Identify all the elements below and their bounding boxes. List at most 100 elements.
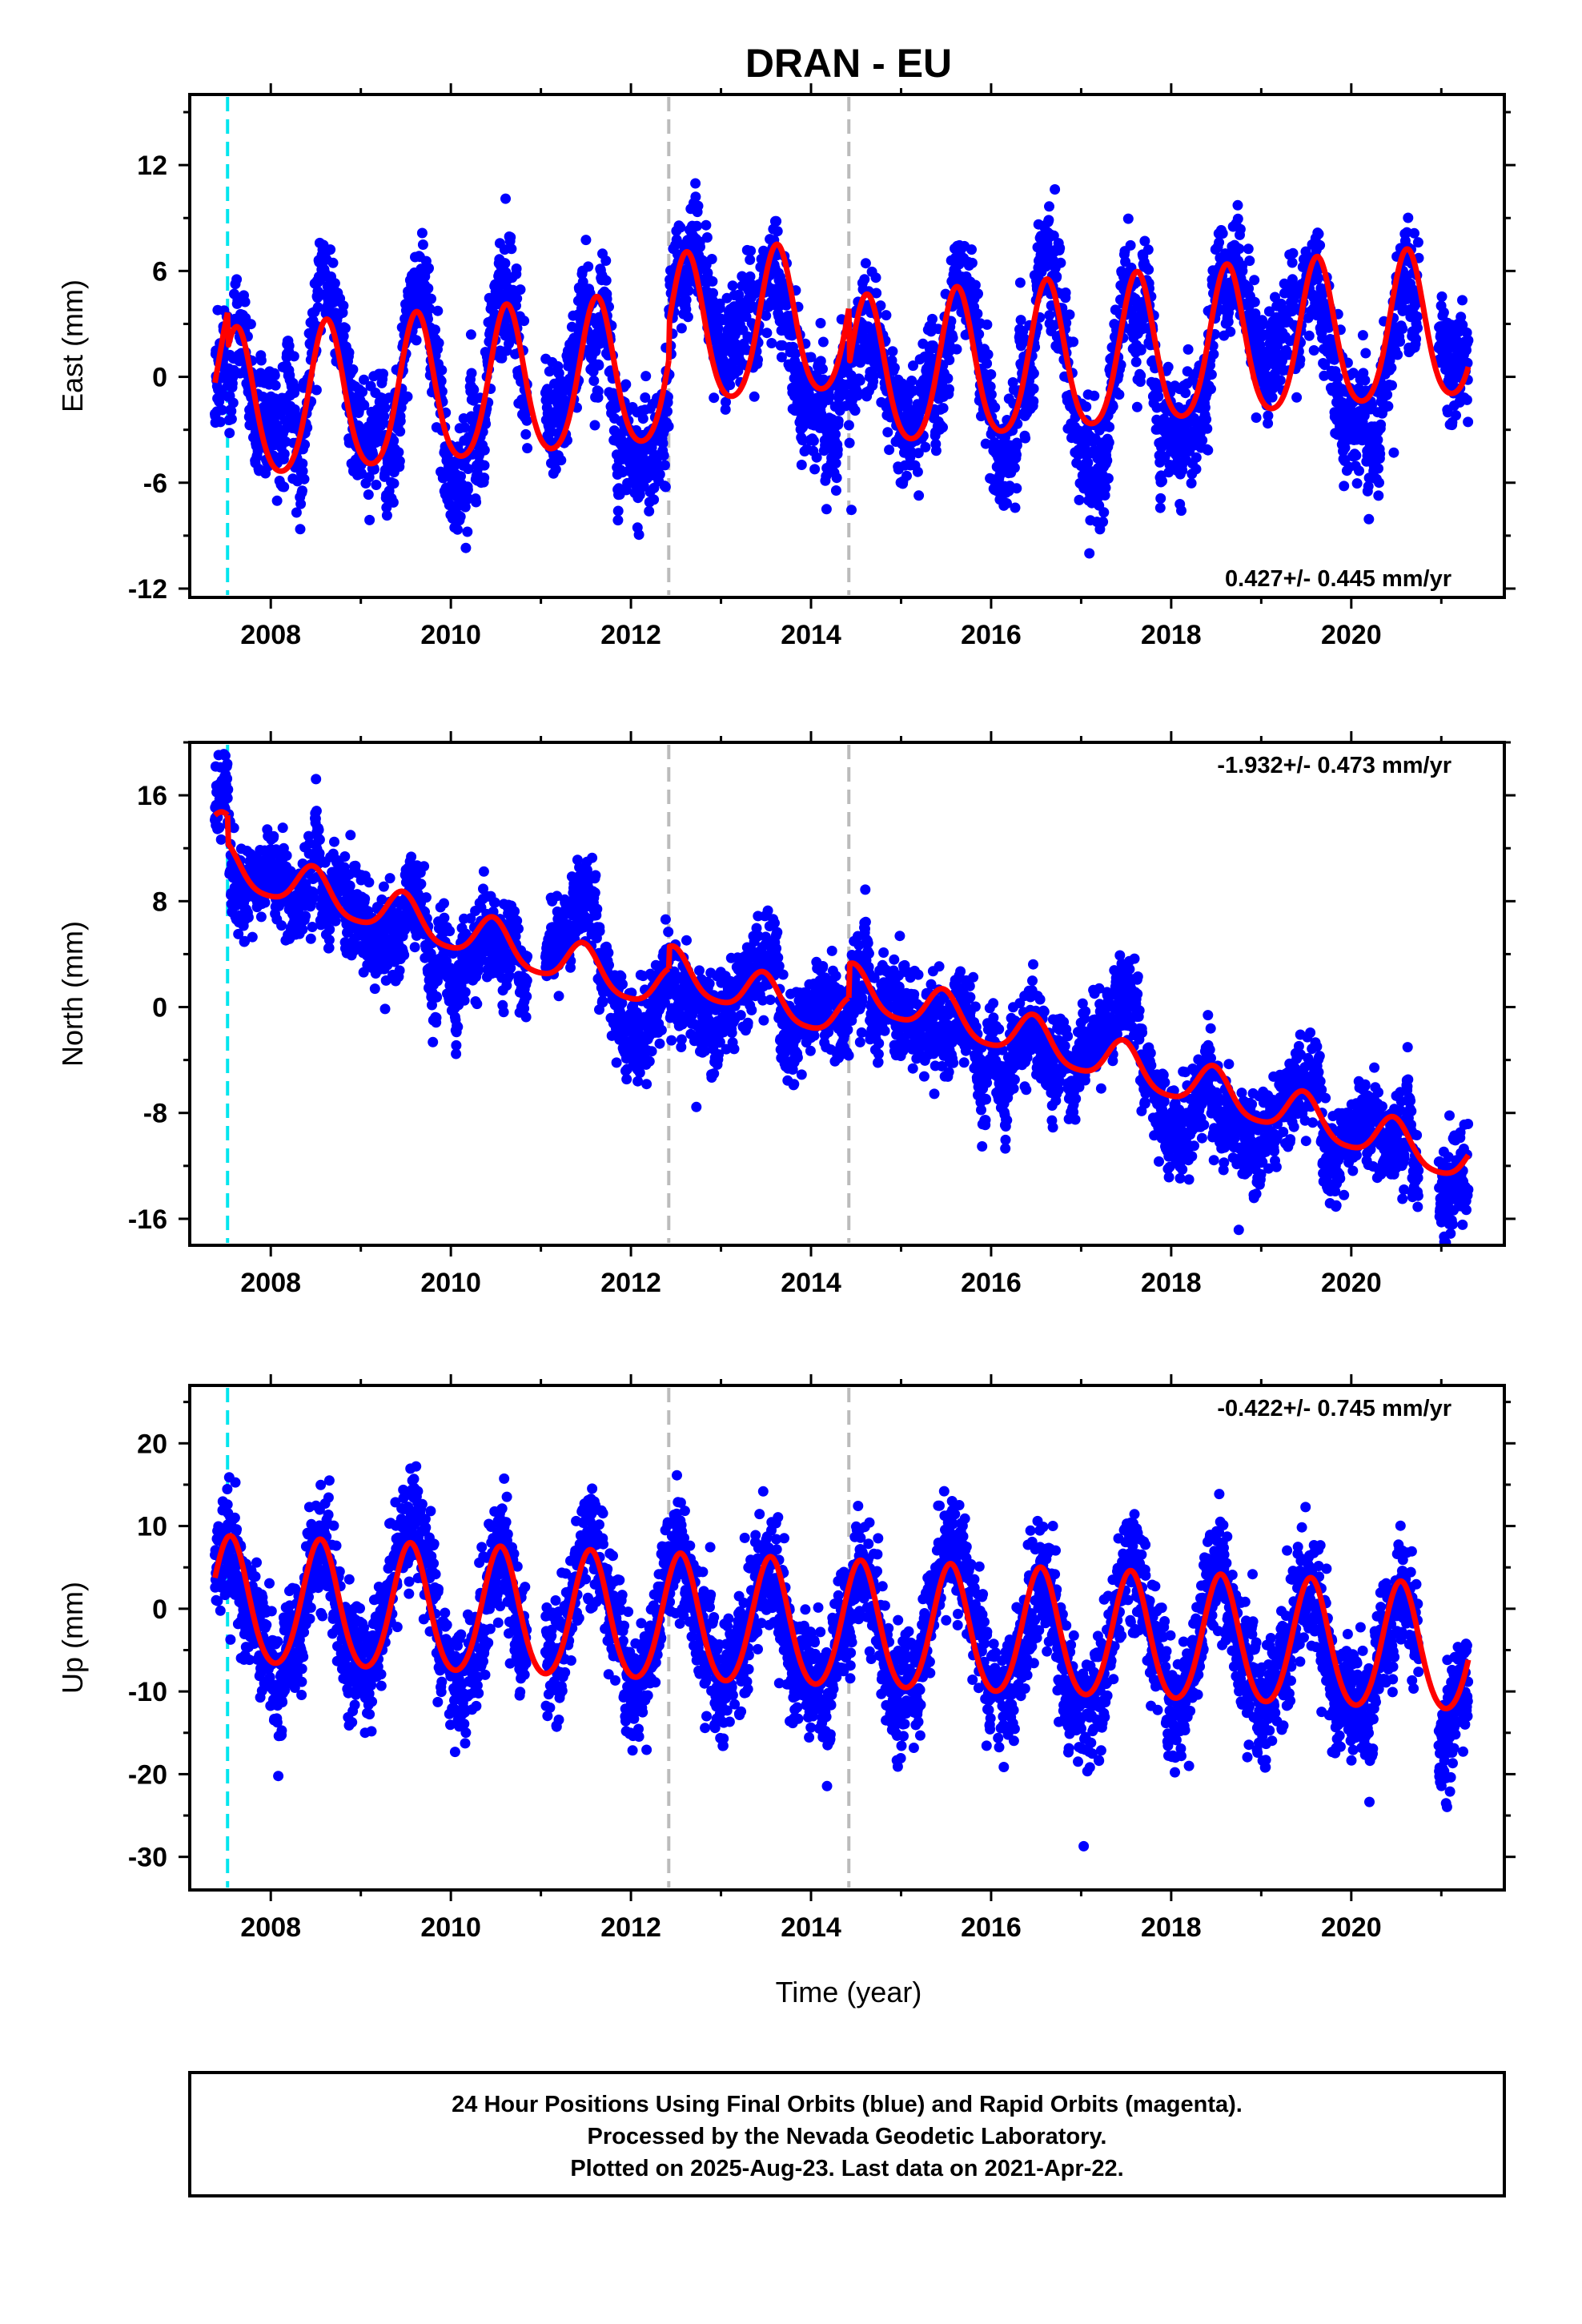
data-point <box>593 360 604 371</box>
data-point <box>379 403 391 414</box>
data-point <box>944 355 955 365</box>
data-point <box>942 373 954 384</box>
data-point <box>1157 476 1167 487</box>
data-point <box>500 258 511 269</box>
data-point <box>329 278 340 289</box>
data-point <box>1201 414 1212 425</box>
east-x-tick-label: 2018 <box>1141 620 1202 650</box>
data-point <box>300 911 311 922</box>
data-point <box>459 422 470 433</box>
data-point <box>815 356 826 367</box>
data-point <box>379 411 390 422</box>
data-point <box>411 335 422 346</box>
data-point <box>227 397 239 408</box>
data-point <box>452 524 463 535</box>
data-point <box>1217 228 1228 239</box>
data-point <box>1015 315 1026 326</box>
data-point <box>871 287 882 299</box>
data-point <box>276 920 287 931</box>
data-point <box>701 219 712 231</box>
data-point <box>658 450 669 461</box>
data-point <box>681 295 692 306</box>
data-point <box>1011 483 1022 494</box>
data-point <box>809 464 821 475</box>
data-point <box>633 529 644 541</box>
data-point <box>966 257 978 268</box>
data-point <box>519 316 530 327</box>
data-point <box>884 444 895 456</box>
data-point <box>388 478 400 489</box>
data-point <box>224 428 235 439</box>
data-point <box>1457 295 1468 306</box>
data-point <box>1142 244 1154 255</box>
data-point <box>1028 383 1039 394</box>
data-point <box>1409 227 1419 239</box>
data-point <box>1199 402 1211 413</box>
data-point <box>938 403 949 414</box>
data-point <box>1048 230 1059 241</box>
data-point <box>600 275 612 286</box>
data-point <box>692 220 702 231</box>
data-point <box>1374 477 1384 489</box>
data-point <box>973 288 983 300</box>
data-point <box>583 261 594 272</box>
data-point <box>889 362 900 373</box>
data-point <box>815 318 826 328</box>
data-point <box>297 465 308 476</box>
data-point <box>327 257 339 268</box>
data-point <box>908 385 919 396</box>
data-point <box>223 784 234 795</box>
data-point <box>1122 213 1134 224</box>
data-point <box>214 396 225 407</box>
data-point <box>690 178 701 189</box>
data-point <box>913 448 924 459</box>
data-point <box>1451 410 1461 421</box>
data-point <box>831 472 842 484</box>
data-point <box>1392 349 1403 360</box>
data-point <box>660 481 671 493</box>
data-point <box>1287 257 1298 268</box>
data-point <box>270 380 281 391</box>
data-point <box>1098 517 1109 528</box>
data-point <box>226 405 237 416</box>
data-point <box>288 351 299 362</box>
data-point <box>343 347 355 358</box>
data-point <box>1237 265 1248 276</box>
data-point <box>1002 498 1012 509</box>
data-point <box>1191 452 1202 463</box>
data-point <box>811 452 822 463</box>
data-point <box>693 200 704 211</box>
data-point <box>1214 237 1225 248</box>
data-point <box>1267 392 1278 403</box>
east-x-tick-label: 2016 <box>961 620 1022 650</box>
east-x-tick-label: 2012 <box>600 620 661 650</box>
data-point <box>1099 490 1110 501</box>
data-point <box>920 441 931 452</box>
data-point <box>908 360 918 372</box>
data-point <box>307 889 319 900</box>
data-point <box>338 300 349 312</box>
data-point <box>701 232 713 243</box>
data-point <box>830 428 841 440</box>
data-point <box>1162 361 1174 372</box>
data-point <box>1051 271 1062 282</box>
data-point <box>1373 490 1384 501</box>
data-point <box>985 381 996 392</box>
data-point <box>1143 264 1154 275</box>
data-point <box>986 389 997 400</box>
data-point <box>640 392 651 403</box>
data-point <box>675 222 686 233</box>
data-point <box>465 329 476 340</box>
data-point <box>662 406 673 417</box>
data-point <box>1395 336 1406 347</box>
data-point <box>381 510 392 521</box>
data-point <box>1251 412 1262 423</box>
data-point <box>1359 375 1371 386</box>
data-point <box>363 489 374 501</box>
data-point <box>550 464 561 475</box>
data-point <box>460 542 472 553</box>
data-point <box>426 293 436 304</box>
data-point <box>833 416 844 427</box>
data-point <box>695 241 705 252</box>
